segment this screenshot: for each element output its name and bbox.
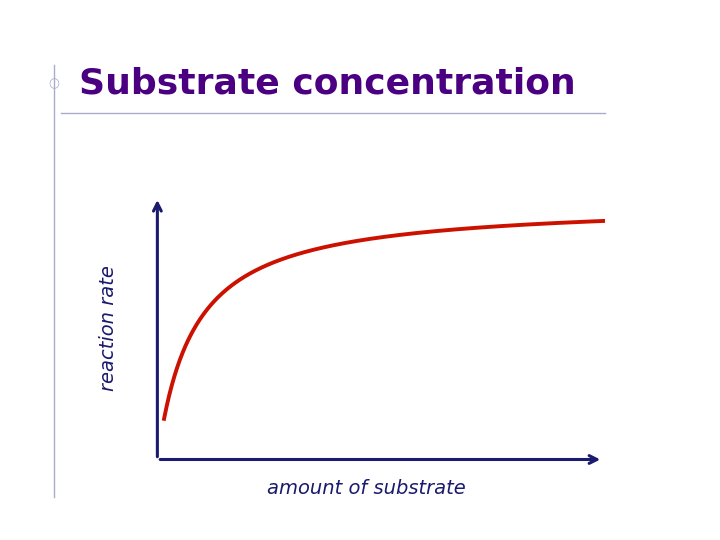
Text: amount of substrate: amount of substrate — [268, 479, 467, 498]
Text: ○: ○ — [48, 77, 60, 90]
Text: Substrate concentration: Substrate concentration — [79, 67, 576, 100]
Text: reaction rate: reaction rate — [99, 265, 118, 392]
